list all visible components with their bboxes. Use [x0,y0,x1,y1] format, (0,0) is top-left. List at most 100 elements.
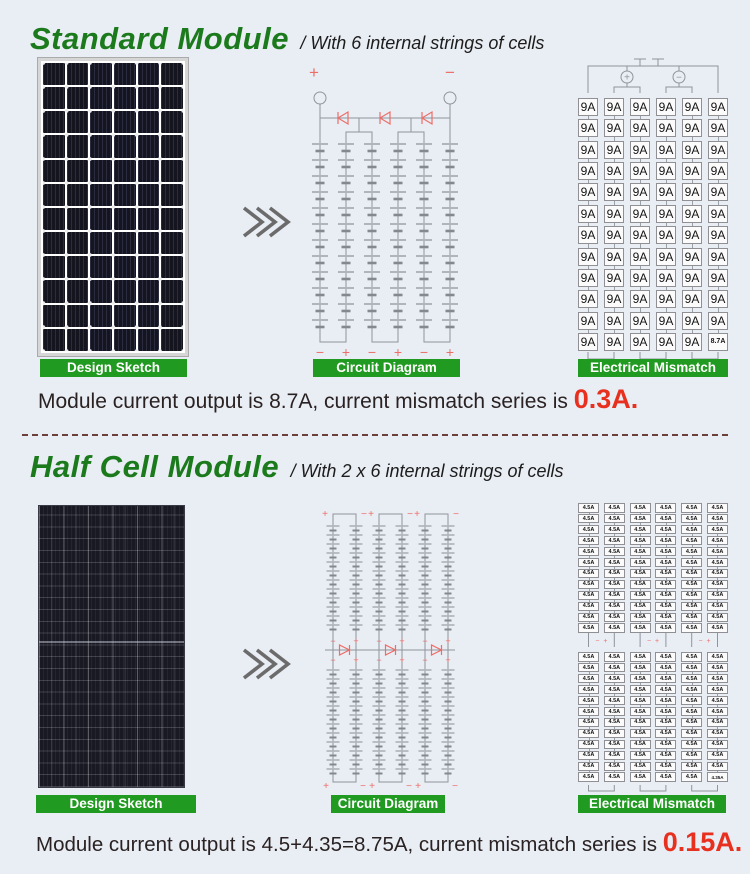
solar-cell [113,111,136,134]
cell-current-box: 9A [656,119,676,138]
cell-current-box: 9A [682,98,702,116]
electrical-mismatch-label: Electrical Mismatch [578,359,728,377]
cell-current-box: 4.5A [706,535,728,546]
cell-current-box: 9A [656,332,676,351]
mismatch-column: 4.5A 4.5A 4.5A 4.5A 4.5A 4.5A 4.5A 4.5A 4.5A 4.5A… [706,503,728,633]
svg-text:−: − [330,636,335,646]
summary-highlight: 0.15A. [662,827,743,857]
cell-current-box: 4.5A [629,684,651,695]
cell-current-box: 4.5A [655,568,677,579]
cell-current-box: 4.5A [706,513,728,524]
cell-current-box: 4.5A [629,568,651,579]
cell-current-box: 4.5A [706,652,728,662]
cell-current-box: 4.5A [603,652,625,662]
svg-text:+: + [414,509,420,520]
solar-cell [43,232,65,255]
electrical-mismatch-label: Electrical Mismatch [578,795,726,813]
svg-text:+: + [323,781,329,792]
cell-current-box: 9A [630,204,650,223]
circuit-diagram-label: Circuit Diagram [331,795,445,813]
solar-cell [161,183,183,206]
cell-current-box: 9A [604,183,624,202]
cell-current-box: 9A [682,183,702,202]
svg-text:+: + [603,638,607,645]
cell-current-box: 4.5A [603,761,625,772]
mismatch-column: 4.5A 4.5A 4.5A 4.5A 4.5A 4.5A 4.5A 4.5A 4.5A 4.5A… [629,503,651,633]
solar-cell [137,256,160,279]
cell-current-box: 4.5A [578,623,599,633]
solar-cell [43,328,65,351]
cell-current-box: 9A [630,247,650,266]
cell-current-box: 4.5A [681,568,703,579]
cell-current-box: 9A [578,332,598,351]
summary-prefix: Module current output is 8.7A, current m… [38,390,574,413]
cell-current-box: 9A [604,332,624,351]
cell-current-box: 4.5A [578,772,599,782]
cell-current-box: 4.5A [578,579,599,590]
cell-current-box: 4.5A [629,750,651,761]
cell-current-box: 4.5A [629,546,651,557]
standard-section-title: Standard Module / With 6 internal string… [30,22,544,62]
cell-current-box: 4.5A [629,673,651,684]
solar-cell [161,232,183,255]
solar-cell [43,159,65,182]
cell-current-box: 4.5A [706,601,728,612]
cell-current-box: 4.5A [681,535,703,546]
cell-current-box: 4.5A [706,717,728,728]
cell-current-box: 4.5A [578,601,599,612]
solar-cell [43,183,65,206]
svg-text:+: + [369,781,375,792]
section-divider [22,434,728,436]
solar-cell [113,232,136,255]
solar-cell [66,232,89,255]
solar-cell [90,304,112,327]
cell-current-box: 4.5A [578,557,599,568]
cell-current-box: 4.5A [681,546,703,557]
svg-text:−: − [676,73,682,84]
cell-current-box: 4.5A [629,623,651,633]
cell-current-box: 4.5A [706,728,728,739]
solar-cell [137,135,160,158]
cell-current-box: 9A [604,290,624,309]
cell-current-box: 4.5A [578,739,599,750]
svg-text:−: − [647,638,651,645]
solar-cell [66,304,89,327]
cell-current-box: 4.5A [655,739,677,750]
solar-cell [66,159,89,182]
svg-text:+: + [707,638,711,645]
cell-current-box: 9A [578,204,598,223]
mismatch-column: 4.5A 4.5A 4.5A 4.5A 4.5A 4.5A 4.5A 4.5A 4.5A 4.5A… [603,503,625,633]
cell-current-box: 9A [604,119,624,138]
cell-current-box: 9A [630,183,650,202]
cell-current-box: 9A [708,162,728,181]
section-subtitle-text: / With 2 x 6 internal strings of cells [290,461,564,481]
bottom-connectors-graphic [578,782,728,800]
cell-current-box: 4.5A [681,612,703,623]
solar-cell [43,256,65,279]
half-cell-middle-gap [39,640,184,643]
section-title-text: Half Cell Module [30,449,280,484]
svg-text:−: − [316,344,324,360]
cell-current-box: 4.5A [655,684,677,695]
cell-current-box: 9A [630,162,650,181]
cell-current-box: 9A [630,98,650,116]
solar-cell [113,256,136,279]
cell-current-box: 9A [630,290,650,309]
solar-cell [137,183,160,206]
cell-current-box: 4.5A [681,662,703,673]
svg-text:−: − [368,344,376,360]
cell-current-box: 4.5A [706,750,728,761]
cell-current-box: 4.5A [655,728,677,739]
solar-cell [90,207,112,231]
cell-current-box: 4.5A [578,717,599,728]
solar-cell [43,135,65,158]
solar-cell [66,87,89,110]
solar-cell [90,87,112,110]
cell-current-box: 9A [578,183,598,202]
cell-current-box: 4.5A [706,579,728,590]
svg-text:−: − [376,655,381,665]
mismatch-column: 4.5A 4.5A 4.5A 4.5A 4.5A 4.5A 4.5A 4.5A 4.5A 4.5A… [578,503,599,633]
mismatch-grid-top-bank: 4.5A 4.5A 4.5A 4.5A 4.5A 4.5A 4.5A 4.5A 4.5A 4.5A… [578,503,728,633]
svg-text:+: + [399,636,404,646]
cell-current-box: 4.5A [578,612,599,623]
